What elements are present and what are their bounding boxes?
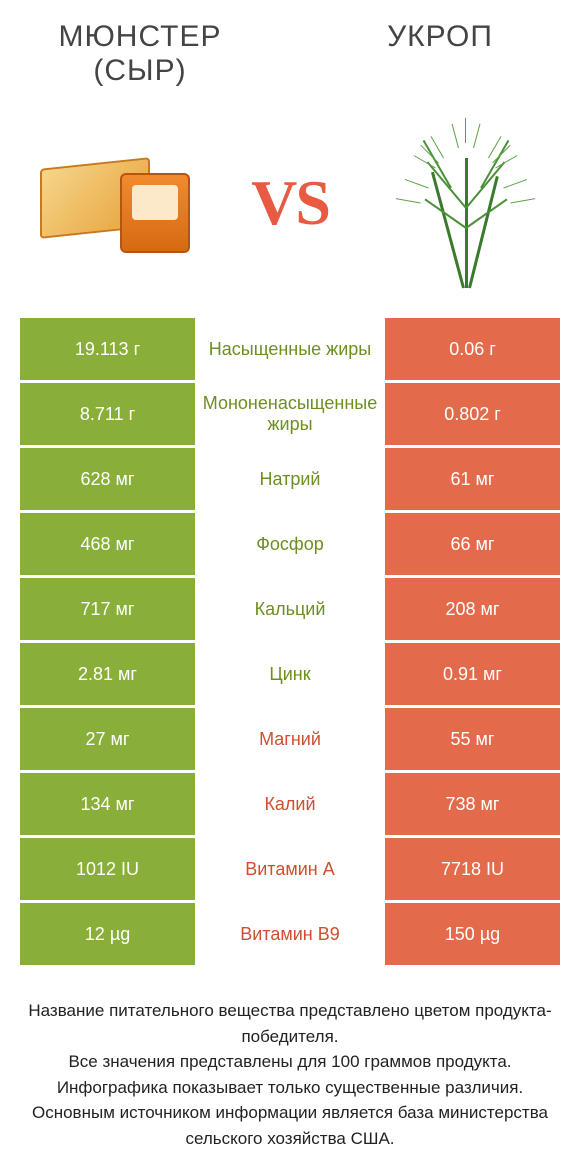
footer-notes: Название питательного вещества представл… xyxy=(0,968,580,1151)
nutrient-label: Витамин B9 xyxy=(195,903,385,965)
left-value-cell: 717 мг xyxy=(20,578,195,640)
table-row: 2.81 мгЦинк0.91 мг xyxy=(20,643,560,705)
right-product-title: УКРОП xyxy=(340,20,540,54)
table-row: 8.711 гМононенасыщенные жиры0.802 г xyxy=(20,383,560,445)
left-value-cell: 8.711 г xyxy=(20,383,195,445)
table-row: 468 мгФосфор66 мг xyxy=(20,513,560,575)
left-value-cell: 27 мг xyxy=(20,708,195,770)
nutrient-label: Калий xyxy=(195,773,385,835)
right-value-cell: 208 мг xyxy=(385,578,560,640)
left-value-cell: 19.113 г xyxy=(20,318,195,380)
right-value-cell: 150 µg xyxy=(385,903,560,965)
right-value-cell: 738 мг xyxy=(385,773,560,835)
header-row: МЮНСТЕР (СЫР) УКРОП xyxy=(0,0,580,98)
left-value-cell: 12 µg xyxy=(20,903,195,965)
left-product-image xyxy=(30,118,200,288)
nutrient-label: Натрий xyxy=(195,448,385,510)
vs-label: VS xyxy=(251,166,329,240)
nutrient-label: Цинк xyxy=(195,643,385,705)
footer-line: Все значения представлены для 100 граммо… xyxy=(20,1049,560,1075)
nutrient-label: Магний xyxy=(195,708,385,770)
table-row: 717 мгКальций208 мг xyxy=(20,578,560,640)
right-value-cell: 7718 IU xyxy=(385,838,560,900)
right-value-cell: 0.802 г xyxy=(385,383,560,445)
right-value-cell: 0.06 г xyxy=(385,318,560,380)
right-value-cell: 66 мг xyxy=(385,513,560,575)
nutrient-label: Витамин A xyxy=(195,838,385,900)
footer-line: Инфографика показывает только существенн… xyxy=(20,1075,560,1101)
nutrient-label: Кальций xyxy=(195,578,385,640)
table-row: 628 мгНатрий61 мг xyxy=(20,448,560,510)
right-value-cell: 55 мг xyxy=(385,708,560,770)
nutrient-label: Мононенасыщенные жиры xyxy=(195,383,385,445)
nutrient-label: Фосфор xyxy=(195,513,385,575)
right-product-image xyxy=(380,118,550,288)
table-row: 19.113 гНасыщенные жиры0.06 г xyxy=(20,318,560,380)
table-row: 134 мгКалий738 мг xyxy=(20,773,560,835)
left-value-cell: 134 мг xyxy=(20,773,195,835)
table-row: 12 µgВитамин B9150 µg xyxy=(20,903,560,965)
table-row: 27 мгМагний55 мг xyxy=(20,708,560,770)
nutrient-label: Насыщенные жиры xyxy=(195,318,385,380)
left-value-cell: 628 мг xyxy=(20,448,195,510)
right-value-cell: 61 мг xyxy=(385,448,560,510)
footer-line: Основным источником информации является … xyxy=(20,1100,560,1151)
comparison-table: 19.113 гНасыщенные жиры0.06 г8.711 гМоно… xyxy=(20,318,560,965)
dill-icon xyxy=(390,118,540,288)
right-value-cell: 0.91 мг xyxy=(385,643,560,705)
left-product-title: МЮНСТЕР (СЫР) xyxy=(40,20,240,88)
cheese-icon xyxy=(40,143,190,263)
left-value-cell: 1012 IU xyxy=(20,838,195,900)
left-value-cell: 2.81 мг xyxy=(20,643,195,705)
images-row: VS xyxy=(0,98,580,318)
left-value-cell: 468 мг xyxy=(20,513,195,575)
table-row: 1012 IUВитамин A7718 IU xyxy=(20,838,560,900)
footer-line: Название питательного вещества представл… xyxy=(20,998,560,1049)
